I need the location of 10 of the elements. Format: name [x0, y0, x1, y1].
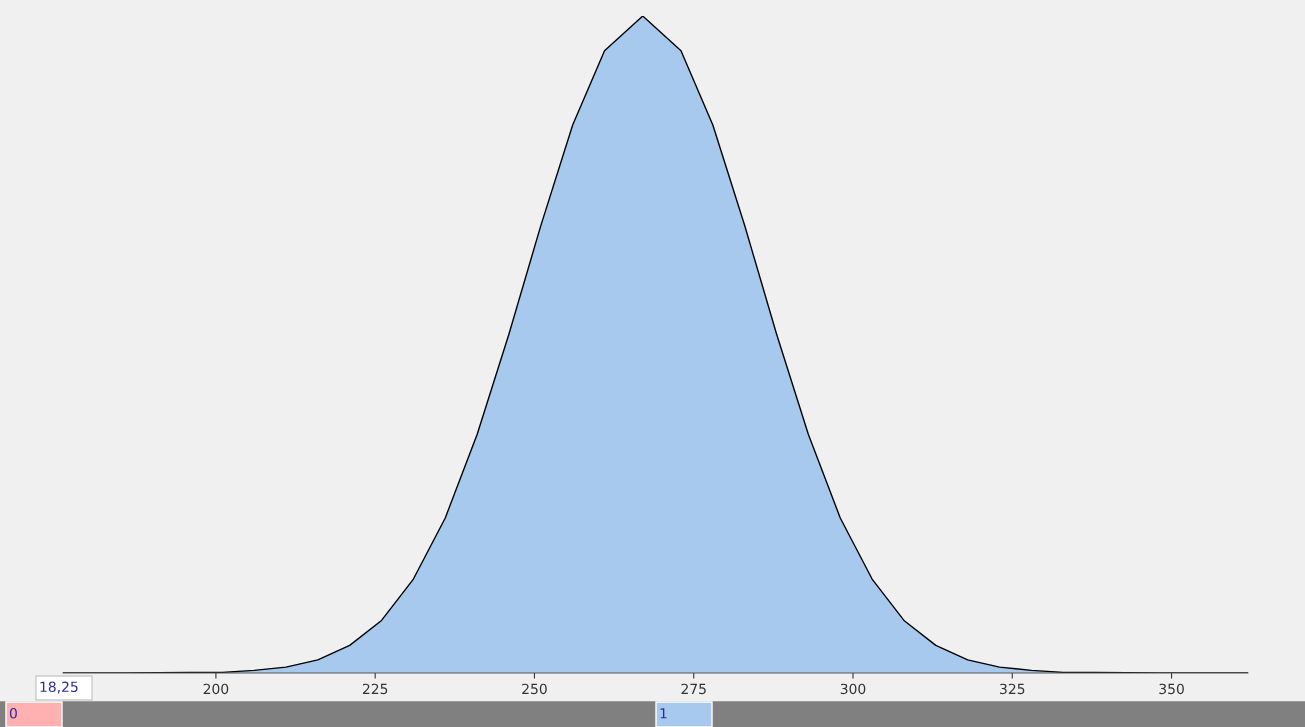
x-tick-label: 275: [681, 683, 706, 695]
x-tick-label: 350: [1159, 683, 1184, 695]
x-tick-label: 250: [522, 683, 547, 695]
x-tick-label: 325: [1000, 683, 1025, 695]
text: 0: [9, 708, 17, 719]
x-tick-label: 300: [840, 683, 866, 695]
x-tick-label: 200: [203, 683, 229, 695]
text: 18,25: [40, 681, 78, 694]
x-tick-label: 225: [362, 683, 388, 695]
text: 1: [660, 708, 667, 719]
